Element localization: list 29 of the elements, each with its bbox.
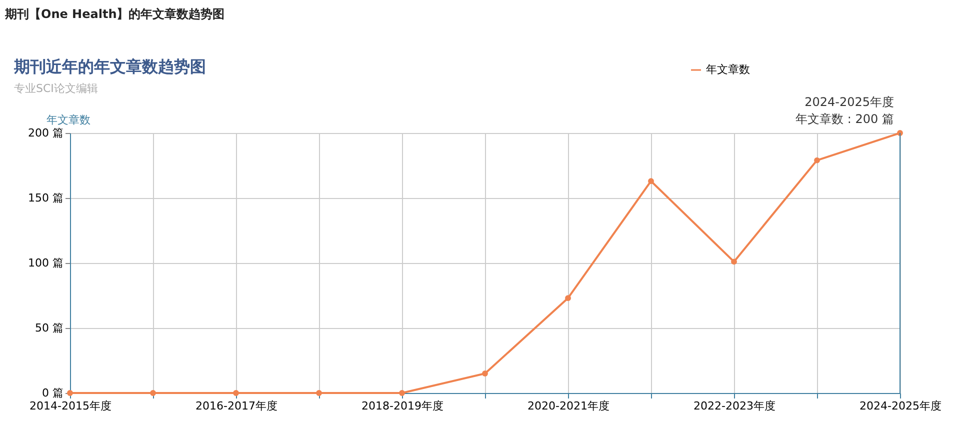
text: 期刊【One Health】的年文章数趋势图 bbox=[4, 7, 225, 21]
point bbox=[233, 390, 239, 396]
point bbox=[399, 390, 405, 396]
y-tick-label: 200 篇 bbox=[28, 126, 64, 140]
point bbox=[814, 157, 820, 164]
x-tick-label: 2016-2017年度 bbox=[196, 400, 278, 412]
annotation: 2024-2025年度 bbox=[804, 95, 894, 109]
x-tick-label: 2020-2021年度 bbox=[528, 400, 610, 412]
x-tick-label: 2022-2023年度 bbox=[694, 400, 776, 412]
point bbox=[897, 130, 903, 136]
point bbox=[316, 390, 322, 396]
y-tick-label: 50 篇 bbox=[35, 322, 64, 334]
x-tick-label: 2014-2015年度 bbox=[30, 400, 112, 412]
x-tick-label: 2018-2019年度 bbox=[362, 400, 444, 412]
point bbox=[150, 390, 156, 396]
y-tick-label: 100 篇 bbox=[28, 256, 64, 270]
y-tick-label: 150 篇 bbox=[28, 192, 64, 204]
annotation: 年文章数 : 200 篇 bbox=[796, 112, 894, 126]
y-tick-label: 0 篇 bbox=[42, 386, 64, 400]
point bbox=[482, 370, 488, 376]
x-tick-label: 2024-2025年度 bbox=[860, 400, 942, 412]
point bbox=[565, 295, 571, 302]
legend-label: 年文章数 bbox=[706, 63, 750, 76]
point bbox=[67, 390, 73, 396]
chart-title: 期刊近年的年文章数趋势图 bbox=[13, 57, 206, 76]
y-axis-title: 年文章数 bbox=[46, 114, 90, 126]
point bbox=[731, 258, 737, 265]
point bbox=[648, 178, 654, 184]
chart-subtitle: 专业SCI论文编辑 bbox=[14, 82, 98, 95]
